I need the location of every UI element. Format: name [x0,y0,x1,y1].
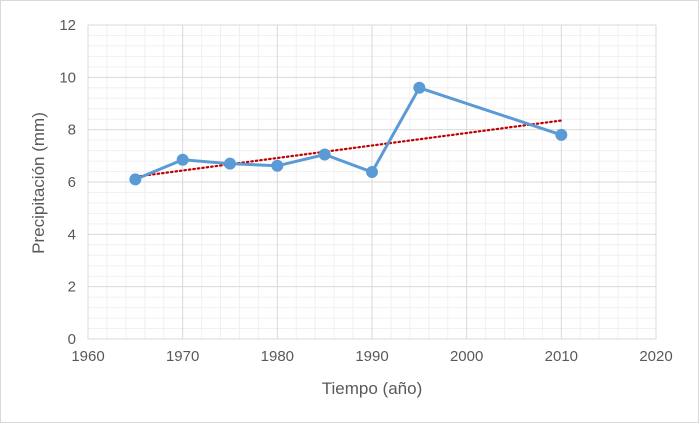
y-axis-title: Precipitación (mm) [29,112,48,254]
y-tick-label: 12 [59,17,76,34]
series-line [134,86,562,181]
data-point [318,148,331,161]
x-tick-label: 1960 [71,348,104,365]
data-point [176,153,189,166]
major-gridlines [87,24,657,340]
x-tick-label: 1970 [166,348,199,365]
y-tick-label: 4 [68,226,76,243]
y-tick-label: 8 [68,122,76,139]
y-tick-label: 10 [59,69,76,86]
trendline-layer [134,119,563,178]
y-tick-label: 0 [68,331,76,348]
x-tick-label: 1980 [261,348,294,365]
data-point [224,157,236,170]
data-point [413,81,426,94]
x-tick-label: 2000 [450,348,483,365]
x-tick-label: 1990 [355,348,388,365]
y-tick-label: 2 [68,279,76,296]
tick-labels: 1960 1970 1980 1990 2000 2010 2020 0 2 4 6 8 10 12 [59,17,672,365]
data-point [366,166,378,179]
data-point [271,159,284,172]
data-point [555,128,568,141]
y-tick-label: 6 [68,174,76,191]
x-axis-title: Tiempo (año) [322,379,422,398]
linear-trendline [134,119,563,178]
x-tick-label: 2010 [545,348,578,365]
data-point [129,173,142,186]
series-layer [129,81,568,186]
x-tick-label: 2020 [639,348,672,365]
